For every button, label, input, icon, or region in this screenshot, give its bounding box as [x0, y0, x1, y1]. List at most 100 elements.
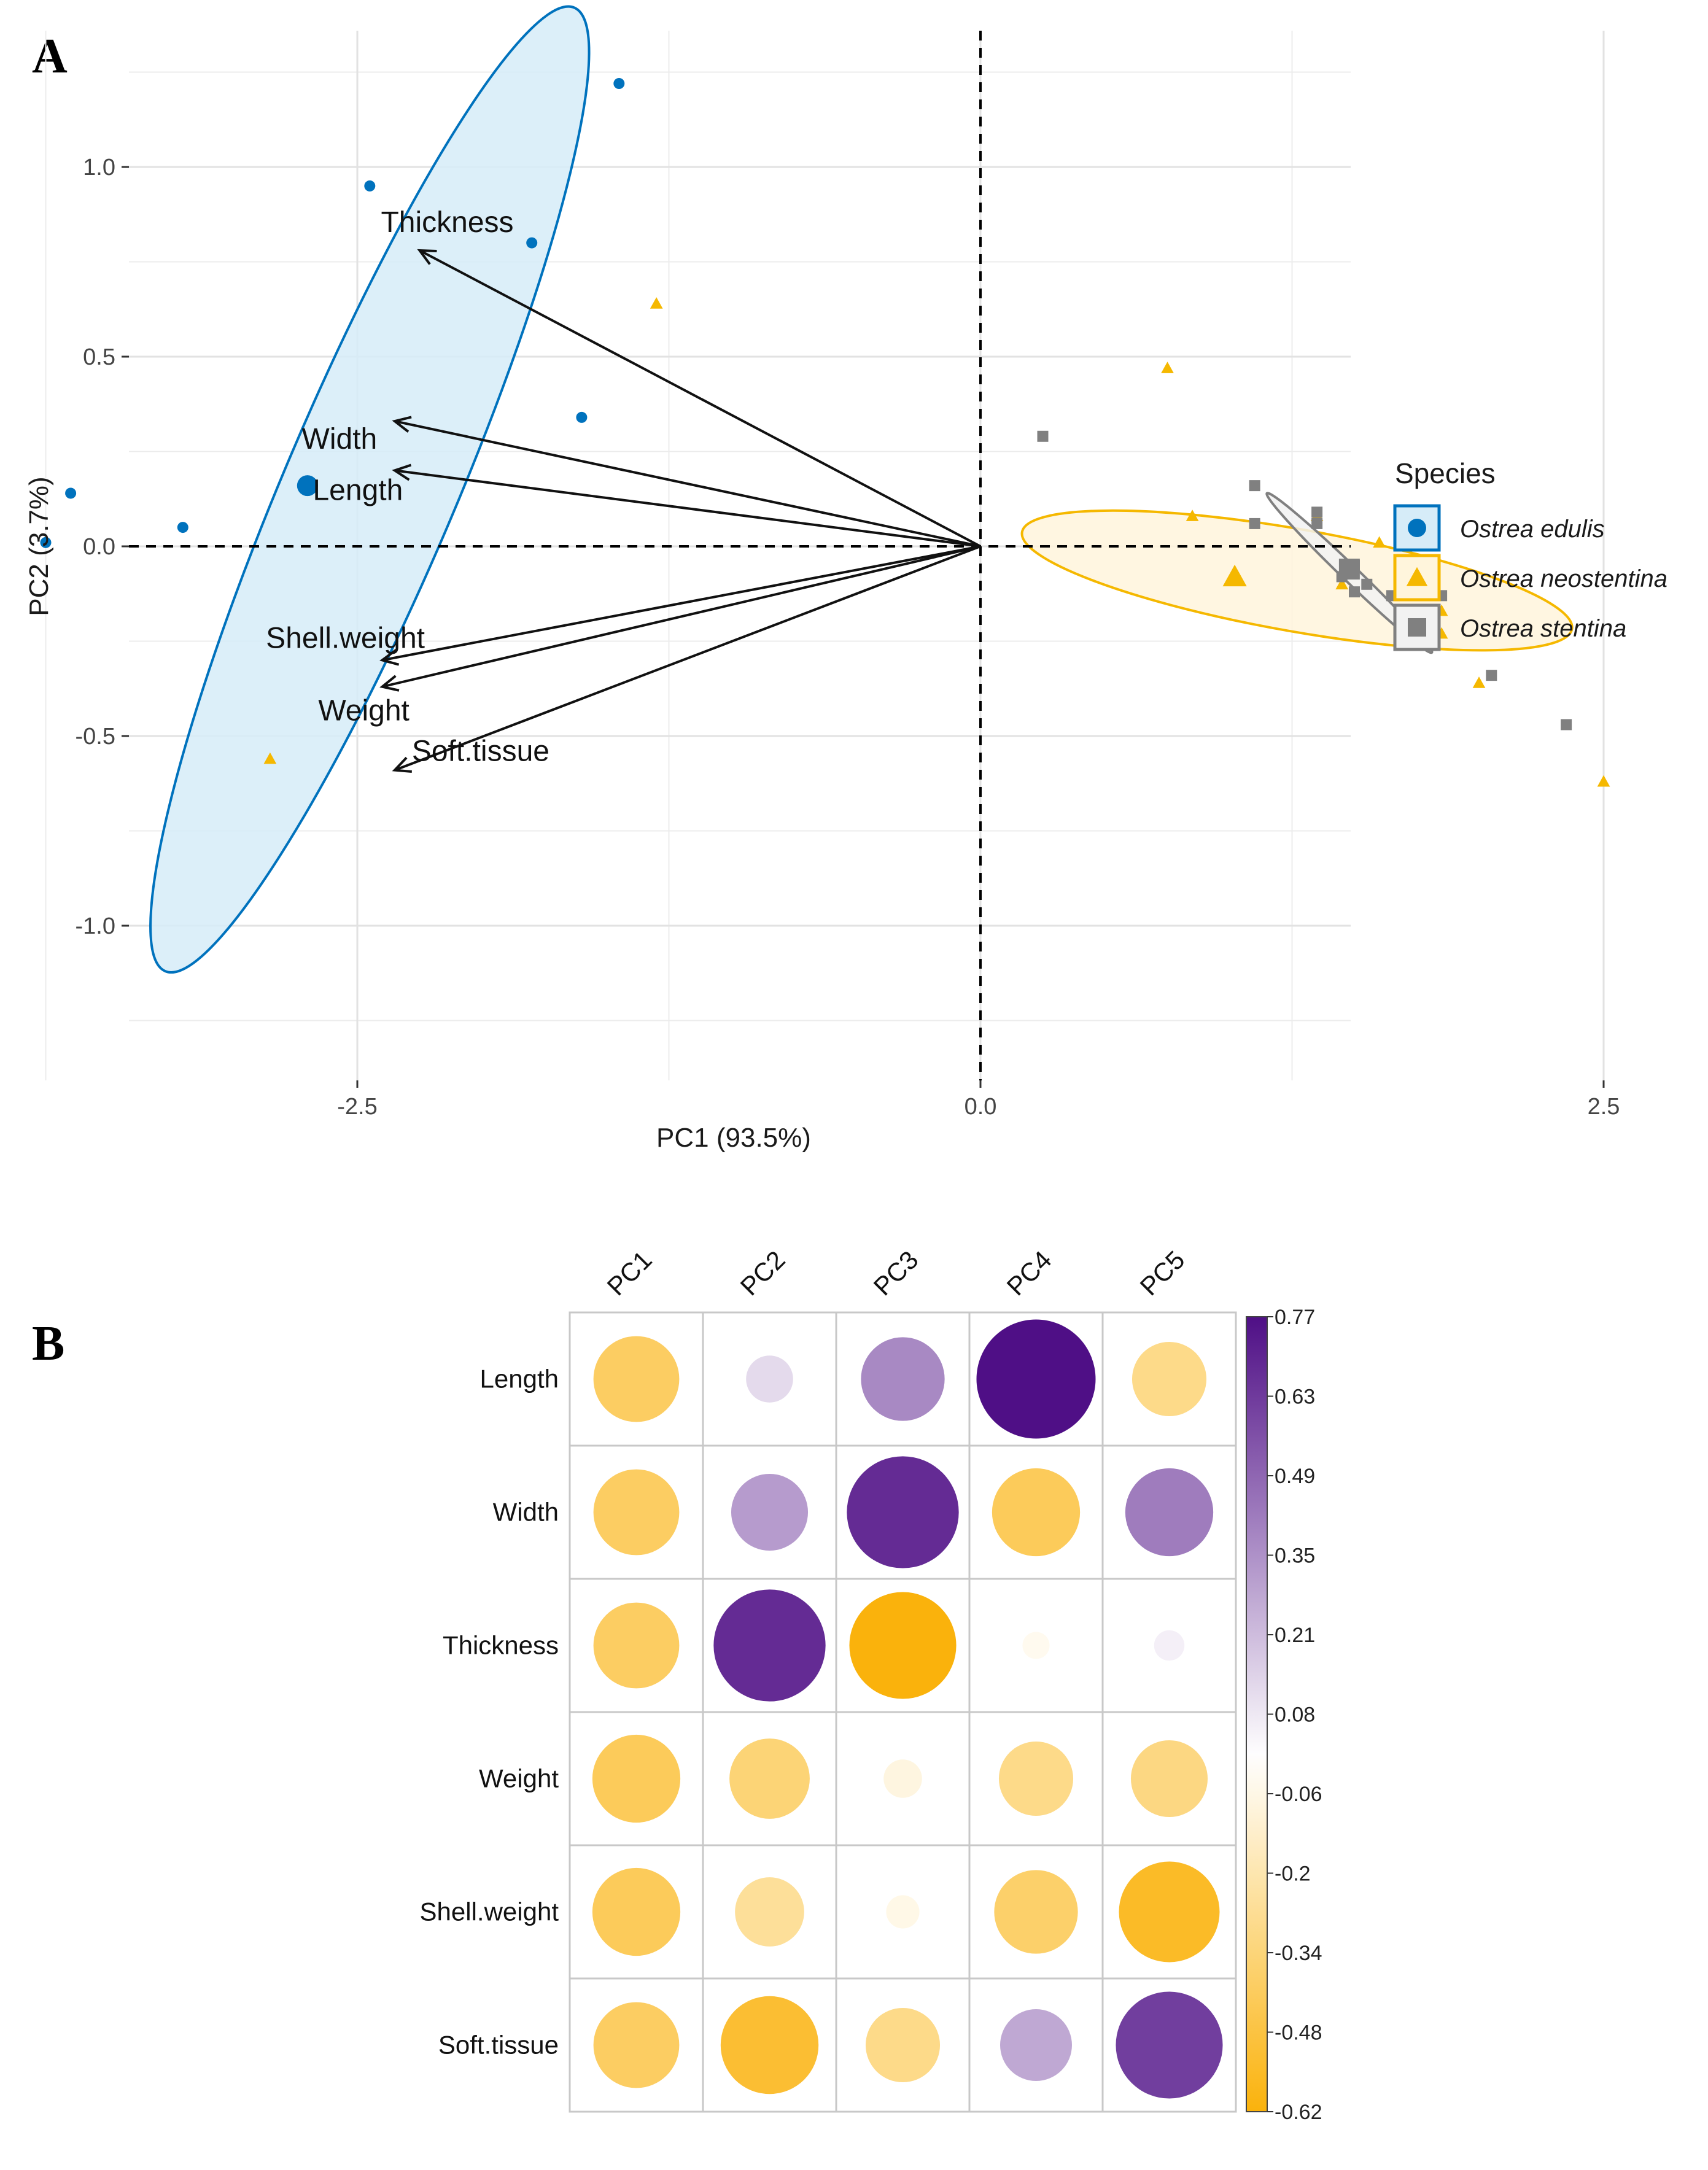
correlation-cell	[968, 1444, 1104, 1580]
correlation-cell	[968, 1311, 1104, 1447]
arrow-shaft	[382, 545, 981, 662]
loading-arrow: Weight	[318, 545, 981, 727]
correlation-cell	[835, 1311, 971, 1447]
arrow-head	[392, 416, 412, 433]
row-header: Soft.tissue	[438, 2031, 559, 2060]
row-headers: Length Width Thickness Weight Shell.weight So…	[420, 1365, 559, 2060]
data-point	[576, 411, 588, 423]
data-point	[1186, 510, 1199, 521]
correlation-circle	[1116, 1991, 1223, 2099]
arrow-shaft	[382, 545, 981, 688]
correlation-circle	[731, 1473, 809, 1551]
loading-arrow: Thickness	[381, 206, 981, 548]
row-header: Thickness	[443, 1631, 559, 1660]
arrow-shaft	[394, 469, 981, 548]
arrow-shaft	[394, 420, 981, 548]
loading-label: Soft.tissue	[412, 735, 549, 768]
correlation-circle	[720, 1996, 819, 2094]
colorbar-tick-label: 0.49	[1275, 1465, 1315, 1488]
correlation-cell	[835, 1444, 971, 1580]
correlation-circle	[593, 2002, 680, 2088]
legend-entry: Ostrea edulis	[1393, 504, 1605, 552]
correlation-circle	[847, 1456, 959, 1568]
correlation-cell	[835, 1844, 971, 1980]
data-point	[1597, 775, 1610, 787]
color-scale-bar: 0.77 0.63 0.49 0.35 0.21 0.08 -0.06 -0.2 -0.34 -0…	[1246, 1306, 1322, 2124]
correlation-circle	[746, 1355, 793, 1403]
y-tick-label: 1.0	[83, 155, 115, 180]
row-header: Length	[480, 1365, 559, 1393]
correlation-circle	[994, 1870, 1078, 1954]
data-point	[1373, 536, 1386, 548]
row-header: Shell.weight	[420, 1897, 559, 1926]
correlation-cell	[835, 1977, 971, 2113]
loading-label: Length	[312, 474, 403, 506]
panel-b-label: B	[32, 1317, 64, 1371]
confidence-ellipse	[149, 5, 591, 974]
colorbar-tick-label: 0.08	[1275, 1703, 1315, 1727]
pca-y-axis-label: PC2 (3.7%)	[24, 476, 54, 616]
data-point	[1249, 480, 1260, 492]
loading-label: Width	[302, 423, 378, 455]
correlation-circle	[865, 2007, 941, 2083]
correlation-circle	[1132, 1341, 1207, 1417]
centroid-point	[1338, 559, 1360, 580]
correlation-cell	[569, 1444, 704, 1580]
legend-entry: Ostrea neostentina	[1393, 554, 1667, 602]
loading-arrow: Soft.tissue	[392, 545, 981, 773]
data-point	[364, 180, 376, 192]
arrow-shaft	[394, 545, 981, 772]
pca-reference-lines	[129, 31, 1351, 1080]
x-tick-label: 2.5	[1588, 1094, 1620, 1120]
correlation-circle	[998, 1741, 1074, 1816]
correlation-cell	[968, 1711, 1104, 1846]
y-tick-label: 0.5	[83, 344, 115, 370]
correlation-circle	[713, 1589, 826, 1702]
x-tick-label: -2.5	[337, 1094, 377, 1120]
data-point	[1335, 578, 1349, 590]
correlation-cell	[835, 1578, 971, 1713]
loading-label: Shell.weight	[266, 622, 425, 654]
correlation-circle	[729, 1738, 810, 1819]
legend-entry: Ostrea stentina	[1393, 603, 1626, 651]
correlation-cell	[968, 1578, 1104, 1713]
correlation-circle	[1022, 1632, 1050, 1659]
centroid-point	[297, 475, 318, 497]
legend-label: Ostrea stentina	[1460, 615, 1626, 642]
correlation-circle	[1130, 1740, 1208, 1818]
data-point	[177, 522, 188, 533]
data-point	[65, 487, 77, 499]
data-point	[650, 297, 663, 309]
correlation-cell	[702, 1578, 837, 1713]
correlation-circle	[1119, 1861, 1220, 1963]
data-point	[1561, 719, 1572, 730]
data-point	[40, 537, 52, 548]
colorbar-tick-label: 0.77	[1275, 1306, 1315, 1329]
correlation-circle	[593, 1602, 680, 1689]
cell-border	[835, 1311, 971, 1447]
correlation-circle	[592, 1867, 681, 1956]
correlation-cell	[1101, 1711, 1237, 1846]
centroid-point	[1222, 564, 1247, 587]
legend-key-symbol	[1408, 618, 1426, 637]
loading-label: Thickness	[381, 206, 513, 239]
arrow-head	[392, 756, 412, 773]
correlation-cell	[1101, 1977, 1237, 2113]
correlation-cell	[569, 1311, 704, 1447]
correlation-cell	[702, 1444, 837, 1580]
correlation-circle	[735, 1877, 804, 1947]
correlation-cell	[702, 1711, 837, 1846]
arrow-shaft	[419, 249, 981, 548]
correlation-circle	[1125, 1468, 1214, 1557]
correlation-cell	[569, 1578, 704, 1713]
row-header: Weight	[479, 1764, 559, 1793]
y-tick-label: -0.5	[76, 724, 115, 750]
correlation-circle	[849, 1592, 957, 1699]
correlation-cell	[1101, 1844, 1237, 1980]
pca-x-axis-label: PC1 (93.5%)	[656, 1123, 811, 1153]
data-point	[1361, 578, 1373, 590]
colorbar-tick-label: -0.62	[1275, 2101, 1322, 2124]
y-tick-label: -1.0	[76, 913, 115, 939]
correlation-circle	[992, 1468, 1081, 1557]
